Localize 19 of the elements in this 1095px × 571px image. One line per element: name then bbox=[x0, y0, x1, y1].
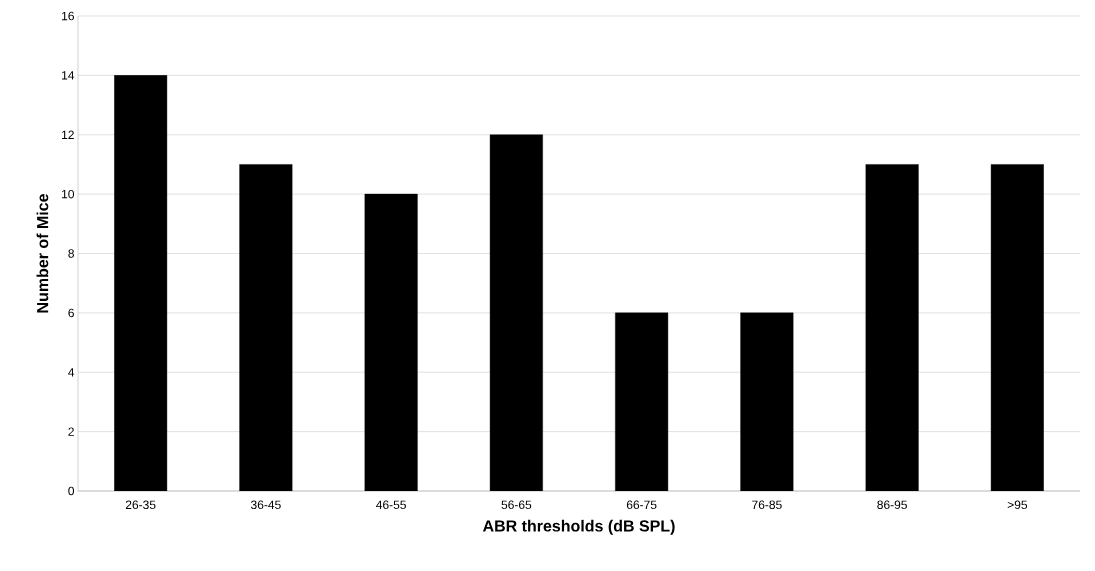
y-axis-title: Number of Mice bbox=[36, 194, 49, 313]
y-tick-label: 12 bbox=[62, 130, 74, 139]
y-tick-label: 0 bbox=[68, 486, 75, 496]
x-tick-label: 46-55 bbox=[376, 500, 406, 510]
x-tick-label: 26-35 bbox=[125, 500, 156, 510]
x-tick-label: >95 bbox=[1007, 500, 1028, 510]
x-tick-label: 56-65 bbox=[501, 500, 532, 510]
y-tick-label: 14 bbox=[62, 71, 75, 80]
x-axis-title: ABR thresholds (dB SPL) bbox=[482, 519, 675, 535]
x-tick-label: 36-45 bbox=[250, 500, 281, 510]
y-tick-label: 2 bbox=[68, 427, 74, 436]
y-tick-label: 10 bbox=[62, 189, 75, 199]
y-tick-label: 4 bbox=[68, 368, 75, 377]
y-tick-label: 16 bbox=[62, 11, 74, 21]
x-tick-label: 76-85 bbox=[752, 500, 782, 510]
x-tick-label: 86-95 bbox=[877, 500, 907, 510]
x-tick-label: 66-75 bbox=[626, 500, 657, 510]
y-tick-label: 8 bbox=[68, 249, 74, 258]
y-tick-label: 6 bbox=[68, 308, 74, 318]
